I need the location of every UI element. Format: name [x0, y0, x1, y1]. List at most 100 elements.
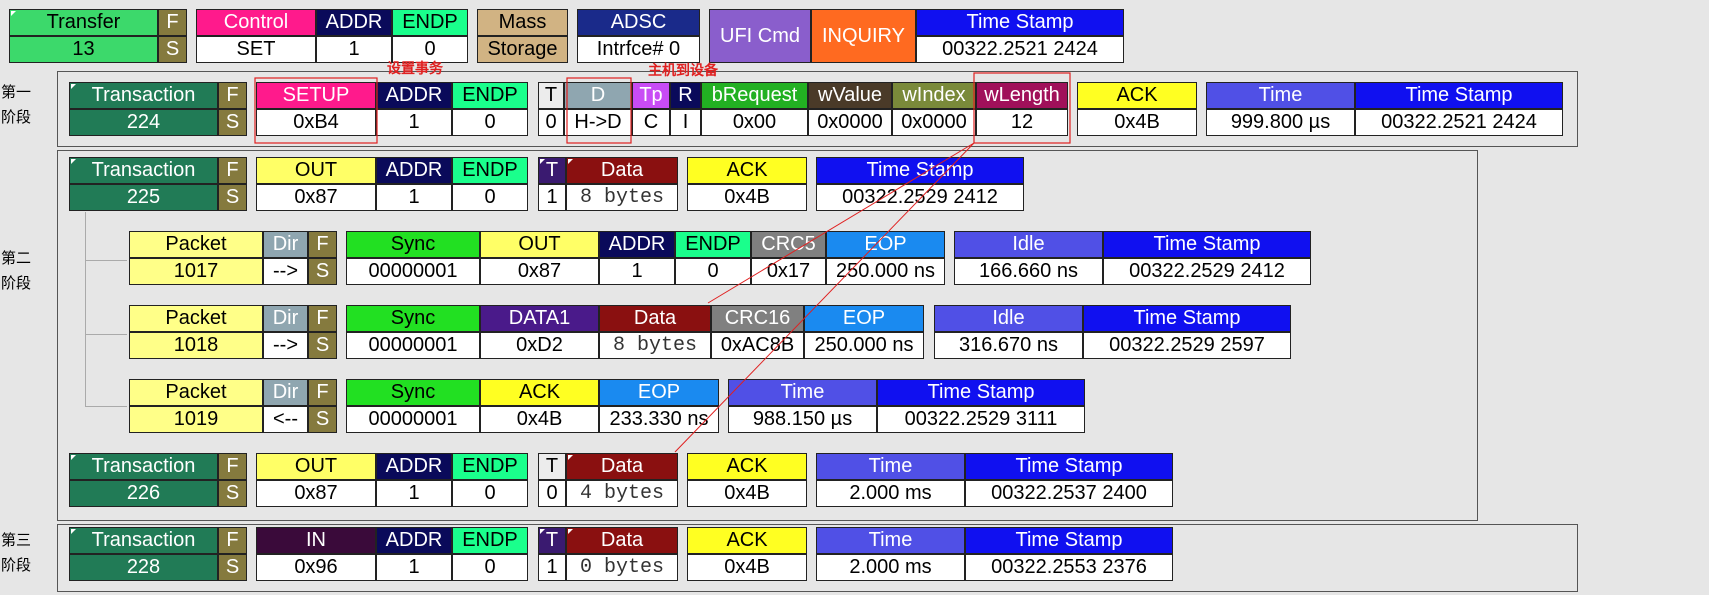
data-header[interactable]: Data — [599, 305, 711, 332]
timestamp-value: 00322.2537 2400 — [965, 480, 1173, 507]
packet-header[interactable]: Packet — [129, 379, 263, 406]
tree-line — [85, 260, 127, 261]
endp-value: 0 — [675, 258, 751, 285]
f-header: F — [308, 379, 337, 406]
addr-value: 1 — [376, 184, 452, 211]
f-header: F — [218, 82, 247, 109]
f-header: F — [308, 231, 337, 258]
crc5-header: CRC5 — [751, 231, 826, 258]
out-pid: 0x87 — [256, 480, 376, 507]
speed-value: S — [308, 332, 337, 359]
transaction-header[interactable]: Transaction — [69, 453, 218, 480]
endp-header: ENDP — [392, 9, 468, 36]
recipient-header: R — [670, 82, 701, 109]
transaction-header[interactable]: Transaction — [69, 82, 218, 109]
wlength-value: 12 — [976, 109, 1068, 136]
data-value: 8 bytes — [566, 184, 678, 211]
toggle-header: T — [538, 453, 566, 480]
endp-header: ENDP — [675, 231, 751, 258]
data-header[interactable]: Data — [566, 527, 678, 554]
transaction-224-frame — [57, 71, 1578, 147]
out-pid: 0x87 — [256, 184, 376, 211]
f-header: F — [218, 527, 247, 554]
recipient-value: I — [670, 109, 701, 136]
sync-header: Sync — [346, 231, 480, 258]
speed-value: S — [218, 480, 247, 507]
direction-annotation: 主机到设备 — [648, 63, 718, 79]
crc16-header: CRC16 — [711, 305, 804, 332]
timestamp-value: 00322.2521 2424 — [1355, 109, 1563, 136]
wlength-highlight-box — [973, 72, 1071, 144]
addr-value: 1 — [376, 480, 452, 507]
toggle-header: T — [538, 157, 566, 184]
time-value: 988.150 µs — [728, 406, 877, 433]
toggle-value: 0 — [538, 109, 564, 136]
dir-value: <-- — [263, 406, 308, 433]
f-header: F — [218, 157, 247, 184]
dir-header: Dir — [263, 379, 308, 406]
tree-line — [85, 212, 86, 407]
inquiry-label: INQUIRY — [811, 9, 916, 63]
data-header[interactable]: Data — [566, 157, 678, 184]
dir-header: Dir — [263, 305, 308, 332]
time-value: 2.000 ms — [816, 554, 965, 581]
sync-header: Sync — [346, 379, 480, 406]
data-header[interactable]: Data — [566, 453, 678, 480]
ack-value: 0x4B — [687, 184, 807, 211]
f-header: F — [218, 453, 247, 480]
addr-header: ADDR — [316, 9, 392, 36]
time-header: Time — [1206, 82, 1355, 109]
dir-header: Dir — [263, 231, 308, 258]
packet-header[interactable]: Packet — [129, 231, 263, 258]
ack-header: ACK — [480, 379, 599, 406]
endp-value: 0 — [452, 184, 528, 211]
time-value: 2.000 ms — [816, 480, 965, 507]
timestamp-header: Time Stamp — [1355, 82, 1563, 109]
transaction-number: 228 — [69, 554, 218, 581]
packet-header[interactable]: Packet — [129, 305, 263, 332]
transaction-header[interactable]: Transaction — [69, 157, 218, 184]
timestamp-header: Time Stamp — [877, 379, 1085, 406]
endp-header: ENDP — [452, 82, 528, 109]
dir-value: --> — [263, 332, 308, 359]
setup-pid: 0xB4 — [256, 109, 376, 136]
time-header: Time — [816, 453, 965, 480]
phase-label-2: 第二阶段 — [1, 249, 32, 292]
addr-header: ADDR — [376, 453, 452, 480]
dir-value: --> — [263, 258, 308, 285]
endp-value: 0 — [452, 480, 528, 507]
transaction-228-frame — [57, 524, 1578, 592]
timestamp-value: 00322.2521 2424 — [916, 36, 1124, 63]
eop-header: EOP — [826, 231, 945, 258]
phase-label-3: 第三阶段 — [1, 531, 32, 574]
sync-value: 00000001 — [346, 258, 480, 285]
ack-value: 0x4B — [687, 554, 807, 581]
transfer-speed: S — [158, 36, 187, 63]
wlength-header: wLength — [976, 82, 1068, 109]
windex-value: 0x0000 — [892, 109, 976, 136]
tree-line — [85, 334, 127, 335]
crc16-value: 0xAC8B — [711, 332, 804, 359]
timestamp-value: 00322.2553 2376 — [965, 554, 1173, 581]
timestamp-header: Time Stamp — [1083, 305, 1291, 332]
toggle-value: 0 — [538, 480, 566, 507]
sync-value: 00000001 — [346, 332, 480, 359]
type-value: C — [632, 109, 670, 136]
eop-value: 250.000 ns — [804, 332, 924, 359]
transaction-number: 226 — [69, 480, 218, 507]
transaction-header[interactable]: Transaction — [69, 527, 218, 554]
addr-value: 1 — [376, 109, 452, 136]
packet-number: 1019 — [129, 406, 263, 433]
brequest-header: bRequest — [701, 82, 808, 109]
wvalue-header: wValue — [808, 82, 892, 109]
endp-header: ENDP — [452, 527, 528, 554]
direction-header: D — [564, 82, 632, 109]
idle-value: 166.660 ns — [954, 258, 1103, 285]
direction-highlight-box — [566, 77, 632, 144]
eop-value: 250.000 ns — [826, 258, 945, 285]
transfer-header[interactable]: Transfer — [9, 9, 158, 36]
addr-value: 1 — [376, 554, 452, 581]
phase-label-1: 第一阶段 — [1, 83, 32, 126]
ack-pid: 0x4B — [480, 406, 599, 433]
